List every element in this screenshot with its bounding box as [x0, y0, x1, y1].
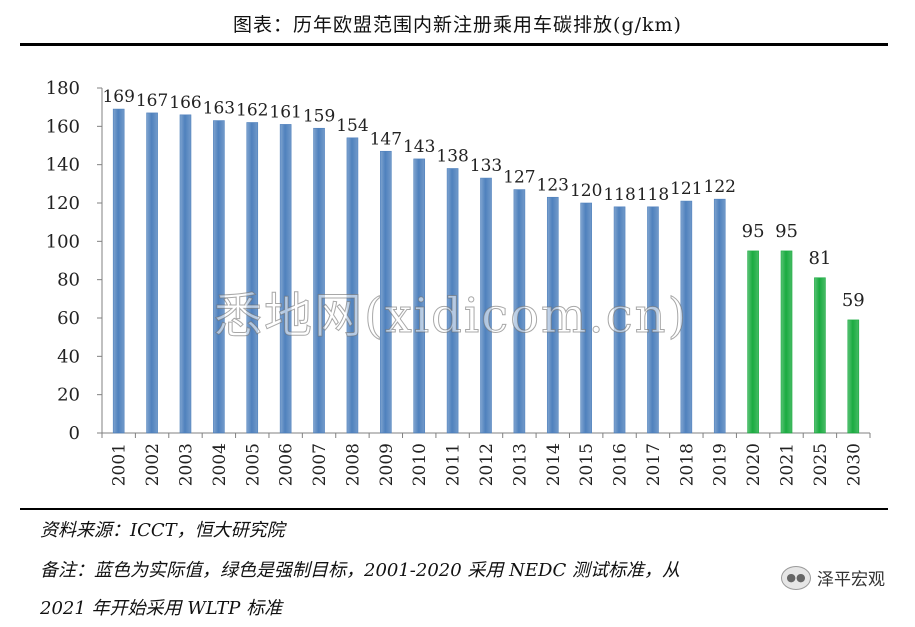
x-tick-label: 2012	[477, 443, 497, 486]
y-tick-label: 80	[57, 270, 80, 291]
bar	[747, 250, 759, 434]
bar	[713, 198, 726, 434]
data-label: 120	[570, 181, 602, 201]
x-tick-label: 2004	[210, 443, 230, 486]
x-tick-label: 2008	[343, 443, 363, 486]
y-tick-label: 60	[57, 308, 80, 329]
bar	[179, 114, 192, 434]
y-tick-label: 180	[46, 78, 80, 99]
x-tick-label: 2002	[143, 443, 163, 486]
y-tick-label: 140	[46, 155, 80, 176]
data-label: 121	[670, 179, 702, 199]
watermark-overlay: 悉地网(xidicom.cn)	[213, 288, 689, 345]
x-tick-label: 2021	[778, 443, 798, 486]
x-tick-label: 2005	[243, 443, 263, 486]
data-label: 143	[403, 137, 435, 157]
bar	[112, 108, 125, 434]
x-tick-label: 2025	[811, 443, 831, 486]
bar	[680, 200, 693, 434]
bar	[780, 250, 793, 434]
bar	[413, 158, 426, 434]
x-tick-label: 2013	[510, 443, 530, 486]
data-label: 138	[436, 147, 468, 167]
y-tick-label: 40	[57, 346, 80, 367]
x-tick-label: 2014	[544, 443, 564, 486]
corner-watermark: ●● 泽平宏观	[781, 565, 885, 590]
data-label: 133	[470, 156, 502, 176]
data-label: 163	[203, 99, 235, 119]
data-label: 95	[742, 221, 765, 242]
bar	[346, 137, 359, 434]
bar	[480, 177, 492, 434]
data-label: 118	[603, 185, 635, 205]
data-label: 81	[808, 248, 831, 269]
bar	[313, 127, 325, 434]
x-tick-label: 2006	[277, 443, 297, 486]
bar	[446, 168, 459, 434]
x-tick-label: 2010	[410, 443, 430, 486]
data-label: 169	[102, 87, 134, 107]
data-label: 166	[169, 93, 201, 113]
bar	[213, 120, 225, 434]
x-tick-label: 2017	[644, 443, 664, 486]
bar	[814, 277, 826, 434]
x-tick-label: 2001	[110, 443, 130, 486]
y-tick-label: 20	[57, 385, 80, 406]
data-label: 122	[704, 177, 736, 197]
corner-watermark-label: 泽平宏观	[817, 570, 885, 590]
x-tick-label: 2018	[677, 443, 697, 486]
bar	[380, 150, 392, 434]
bar	[613, 206, 626, 434]
data-label: 147	[370, 129, 402, 149]
data-label: 154	[336, 116, 368, 136]
y-tick-label: 160	[46, 116, 80, 137]
y-tick-label: 120	[46, 193, 80, 214]
x-tick-label: 2003	[176, 443, 196, 486]
bar	[847, 319, 860, 434]
data-label: 162	[236, 101, 268, 121]
bar-chart: 0 20 40 60 80 100 120 140 160 180 169 2001 167 2002 16…	[46, 78, 871, 486]
bar	[146, 112, 158, 434]
data-label: 127	[503, 168, 535, 188]
data-label: 118	[637, 185, 669, 205]
x-tick-label: 2030	[844, 443, 864, 486]
source-note: 资料来源：ICCT，恒大研究院	[40, 520, 285, 541]
bar	[647, 206, 659, 434]
data-label: 123	[537, 175, 569, 195]
x-tick-label: 2007	[310, 443, 330, 486]
data-label: 159	[303, 106, 335, 126]
remark-note-continued: 2021 年开始采用 WLTP 标准	[40, 598, 283, 619]
data-label: 161	[269, 102, 301, 122]
data-label: 59	[842, 290, 865, 311]
x-tick-label: 2020	[744, 443, 764, 486]
bottom-rule	[20, 508, 888, 510]
x-tick-label: 2016	[611, 443, 631, 486]
x-tick-label: 2015	[577, 443, 597, 486]
y-tick-label: 100	[46, 231, 80, 252]
wechat-icon: ●●	[781, 565, 811, 590]
bar	[546, 196, 559, 434]
top-rule	[20, 43, 888, 46]
bar	[580, 202, 592, 434]
remark-note: 备注：蓝色为实际值，绿色是强制目标，2001-2020 采用 NEDC 测试标准…	[40, 560, 680, 581]
bar	[279, 124, 292, 434]
bar	[513, 189, 526, 434]
data-label: 95	[775, 221, 798, 242]
x-tick-label: 2009	[377, 443, 397, 486]
chart-title: 图表：历年欧盟范围内新注册乘用车碳排放(g/km)	[233, 14, 682, 36]
bar	[246, 122, 259, 434]
x-tick-label: 2011	[444, 443, 464, 486]
y-tick-label: 0	[69, 423, 80, 444]
data-label: 167	[136, 91, 168, 111]
x-tick-label: 2019	[711, 443, 731, 486]
